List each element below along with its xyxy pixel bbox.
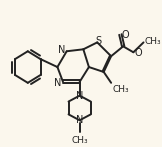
Text: CH₃: CH₃ bbox=[71, 136, 88, 145]
Text: N: N bbox=[76, 91, 83, 101]
Text: O: O bbox=[121, 30, 129, 40]
Text: N: N bbox=[58, 45, 66, 55]
Text: N: N bbox=[76, 115, 83, 125]
Text: CH₃: CH₃ bbox=[112, 85, 129, 94]
Text: N: N bbox=[54, 78, 61, 88]
Text: CH₃: CH₃ bbox=[145, 37, 161, 46]
Text: S: S bbox=[95, 36, 101, 46]
Text: O: O bbox=[134, 48, 142, 58]
